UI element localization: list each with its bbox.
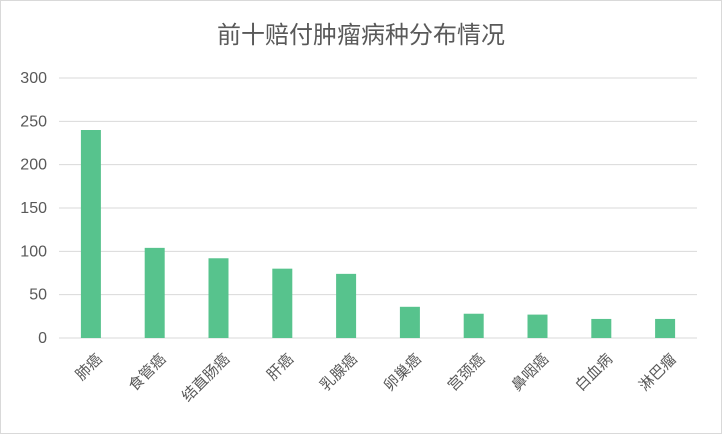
y-tick-label: 200: [20, 157, 47, 174]
x-category-label: 食管癌: [125, 350, 170, 395]
x-category-label: 淋巴瘤: [635, 350, 680, 395]
bar: [655, 318, 676, 338]
bar: [463, 313, 484, 338]
x-category-label: 结直肠癌: [178, 350, 233, 405]
y-tick-label: 50: [29, 287, 47, 304]
x-category-label: 宫颈癌: [444, 350, 489, 395]
x-category-label: 肺癌: [72, 350, 106, 384]
y-tick-label: 300: [20, 70, 47, 87]
chart-title: 前十赔付肿瘤病种分布情况: [217, 21, 505, 49]
bar: [272, 268, 293, 338]
bar: [336, 273, 357, 338]
y-tick-label: 0: [38, 330, 47, 347]
x-category-label: 肝癌: [263, 350, 297, 384]
y-tick-label: 100: [20, 243, 47, 260]
gridlines: [59, 77, 697, 339]
y-tick-label: 150: [20, 200, 47, 217]
bar: [80, 130, 101, 338]
bar: [591, 318, 612, 338]
x-category-label: 乳腺癌: [316, 350, 361, 395]
bars: [80, 130, 676, 338]
x-category-label: 鼻咽癌: [508, 350, 553, 395]
y-tick-label: 250: [20, 113, 47, 130]
bar: [144, 247, 165, 338]
x-category-label: 卵巢癌: [380, 350, 425, 395]
x-category-label: 白血病: [571, 350, 616, 395]
x-axis-labels: 肺癌 食管癌 结直肠癌 肝癌 乳腺癌 卵巢癌 宫颈癌 鼻咽癌 白血病 淋巴瘤: [72, 350, 680, 405]
bar: [527, 314, 548, 338]
y-axis-ticks: 0 50 100 150 200 250 300: [20, 70, 47, 347]
bar: [399, 306, 420, 338]
bar: [208, 258, 229, 338]
